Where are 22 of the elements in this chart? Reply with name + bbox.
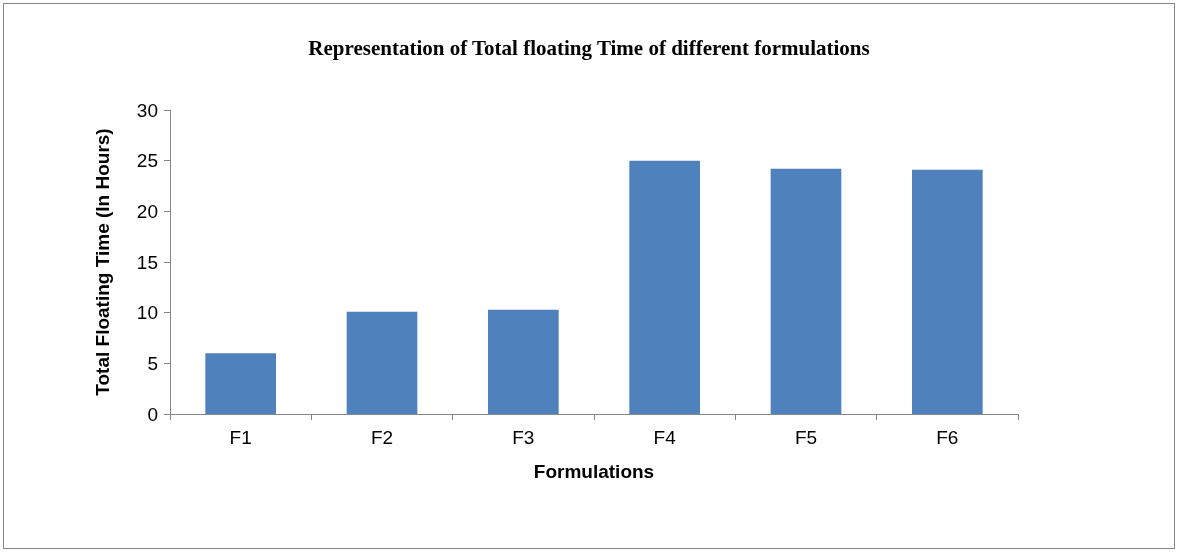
y-tick-label: 0 (147, 403, 158, 425)
bar (488, 309, 559, 414)
chart-title: Representation of Total floating Time of different formulations (308, 35, 870, 60)
bar (629, 160, 700, 414)
x-tick-label: F6 (936, 427, 959, 448)
x-tick-label: F2 (370, 427, 394, 448)
y-tick-label: 15 (136, 251, 158, 273)
y-tick-label: 30 (136, 99, 158, 121)
y-axis-title: Total Floating Time (In Hours) (92, 128, 113, 396)
x-tick-label: F3 (512, 427, 535, 448)
x-tick-label: F1 (229, 427, 252, 448)
x-tick-label: F5 (794, 427, 818, 448)
y-tick-label: 20 (136, 200, 158, 222)
x-tick-label: F4 (653, 427, 677, 448)
bar (346, 311, 418, 414)
bar (770, 168, 842, 414)
y-tick-label: 10 (136, 302, 158, 324)
bar (205, 353, 276, 414)
x-axis-title: Formulations (533, 461, 655, 482)
y-tick-label: 25 (136, 150, 158, 172)
bar (912, 169, 983, 414)
y-tick-label: 5 (147, 352, 158, 374)
